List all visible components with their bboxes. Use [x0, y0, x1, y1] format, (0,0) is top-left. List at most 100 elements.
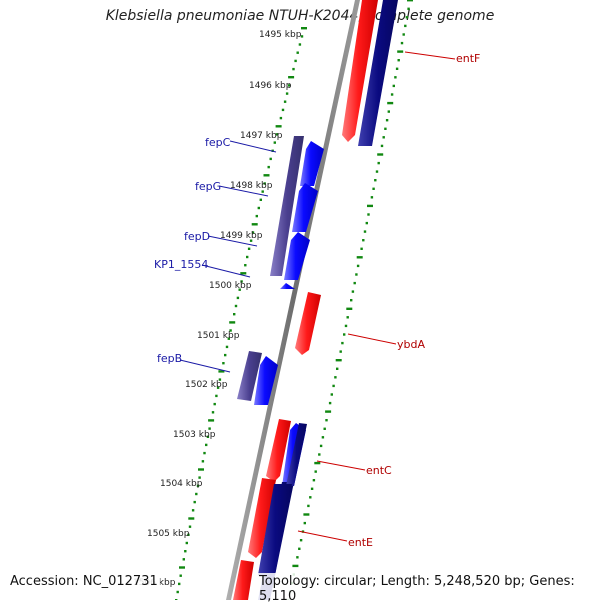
gene-label-entC[interactable]: entC — [366, 464, 392, 477]
tick-label-1505: 1505 kbp — [147, 529, 190, 539]
scale-dot — [205, 443, 208, 447]
downstream-arrow[interactable] — [233, 560, 254, 600]
scale-dot — [176, 590, 179, 594]
scale-dot — [225, 345, 229, 349]
scale-dot — [312, 479, 316, 482]
entF-leader — [404, 51, 456, 60]
scale-dot — [184, 550, 187, 553]
entC-bar[interactable] — [286, 423, 307, 486]
fepD-arrow[interactable] — [284, 232, 310, 280]
scale-dot — [238, 288, 241, 291]
gene-label-fepG[interactable]: fepG — [195, 180, 221, 193]
entE-arrow[interactable] — [248, 478, 276, 558]
scale-dot — [188, 525, 192, 528]
scale-dot — [196, 484, 200, 487]
genome-backbone — [226, 0, 360, 600]
scale-dot — [201, 460, 205, 463]
scale-dot — [288, 84, 291, 87]
scale-major-tick — [208, 419, 215, 422]
tick-label-1495: 1495 kbp — [259, 30, 302, 40]
fepC-feature[interactable] — [270, 136, 304, 276]
scale-dot — [269, 157, 272, 161]
scale-dot — [283, 100, 287, 103]
scale-dot — [296, 51, 299, 54]
entF-arrow[interactable] — [342, 0, 378, 142]
scale-major-tick — [240, 272, 247, 275]
fepG-leader — [218, 185, 269, 197]
scale-dot — [182, 558, 185, 561]
scale-dot — [292, 67, 295, 71]
scale-dot — [397, 59, 400, 62]
scale-dot — [275, 133, 278, 136]
tick-label-1504: 1504 kbp — [160, 479, 203, 489]
gene-label-fepC[interactable]: fepC — [205, 136, 231, 149]
scale-dot — [267, 165, 270, 169]
kp1-1554-arrow[interactable] — [280, 283, 295, 289]
gene-label-entF[interactable]: entF — [456, 52, 480, 65]
scale-dot — [229, 329, 232, 332]
scale-dot — [281, 108, 285, 112]
scale-dot — [300, 35, 304, 38]
tick-label-1502: 1502 kbp — [185, 380, 228, 390]
scale-dot — [363, 230, 367, 233]
scale-dot — [195, 492, 198, 496]
scale-dot — [185, 541, 188, 545]
entC-arrow[interactable] — [266, 419, 291, 482]
forward-strand-features — [233, 0, 398, 600]
gene-label-fepB[interactable]: fepB — [157, 352, 182, 365]
scale-dot — [310, 487, 314, 490]
scale-dot — [303, 521, 306, 525]
gene-label-kp1-1554[interactable]: KP1_1554 — [154, 258, 208, 271]
scale-dot — [298, 43, 302, 46]
scale-major-tick — [179, 566, 185, 569]
entF-bar[interactable] — [358, 0, 398, 146]
scale-major-tick — [387, 101, 394, 105]
scale-dot — [246, 255, 249, 259]
kp1-1554-leader — [201, 264, 251, 278]
scale-dot — [346, 316, 349, 319]
scale-dot — [273, 141, 276, 144]
fepB-arrow[interactable] — [254, 356, 278, 405]
scale-major-tick — [346, 307, 353, 310]
fepB-leader — [179, 359, 231, 373]
scale-dot — [355, 273, 358, 276]
tick-label-1503: 1503 kbp — [173, 430, 216, 440]
scale-dot — [344, 324, 348, 328]
ybdA-arrow[interactable] — [295, 292, 321, 355]
scale-dot — [395, 67, 399, 70]
scale-dot — [318, 453, 321, 456]
entE-bar[interactable] — [258, 484, 292, 575]
scale-major-tick — [198, 468, 204, 471]
scale-dot — [178, 582, 181, 586]
tick-label-1501: 1501 kbp — [197, 331, 240, 341]
scale-dot — [372, 187, 375, 190]
fepG-arrow[interactable] — [292, 183, 318, 232]
scale-major-tick — [335, 359, 342, 362]
scale-major-tick — [314, 461, 321, 465]
scale-dot — [296, 556, 299, 559]
scale-dot — [247, 247, 251, 250]
ybdA-leader — [347, 333, 397, 345]
scale-dot — [365, 221, 368, 225]
scale-dot — [407, 7, 410, 10]
gene-label-ybdA[interactable]: ybdA — [397, 338, 425, 351]
scale-major-tick — [292, 564, 299, 568]
scale-dot — [203, 451, 206, 455]
map-title: Klebsiella pneumoniae NTUH-K2044, comple… — [105, 8, 495, 24]
scale-dot — [198, 476, 201, 479]
scale-major-tick — [367, 204, 373, 208]
gene-label-fepD[interactable]: fepD — [184, 230, 210, 243]
fepB-feature[interactable] — [237, 351, 262, 401]
gene-label-entE[interactable]: entE — [348, 536, 373, 549]
scale-dot — [332, 384, 335, 388]
scale-dot — [224, 353, 227, 357]
fepC-arrow[interactable] — [300, 141, 324, 186]
scale-dot — [279, 116, 283, 120]
scale-dot — [222, 362, 225, 365]
scale-dot — [233, 313, 236, 316]
scale-dot — [339, 350, 342, 353]
scale-dot — [370, 196, 374, 199]
scale-dot — [255, 214, 258, 218]
scale-dot — [404, 24, 407, 28]
scale-dot — [405, 16, 409, 19]
